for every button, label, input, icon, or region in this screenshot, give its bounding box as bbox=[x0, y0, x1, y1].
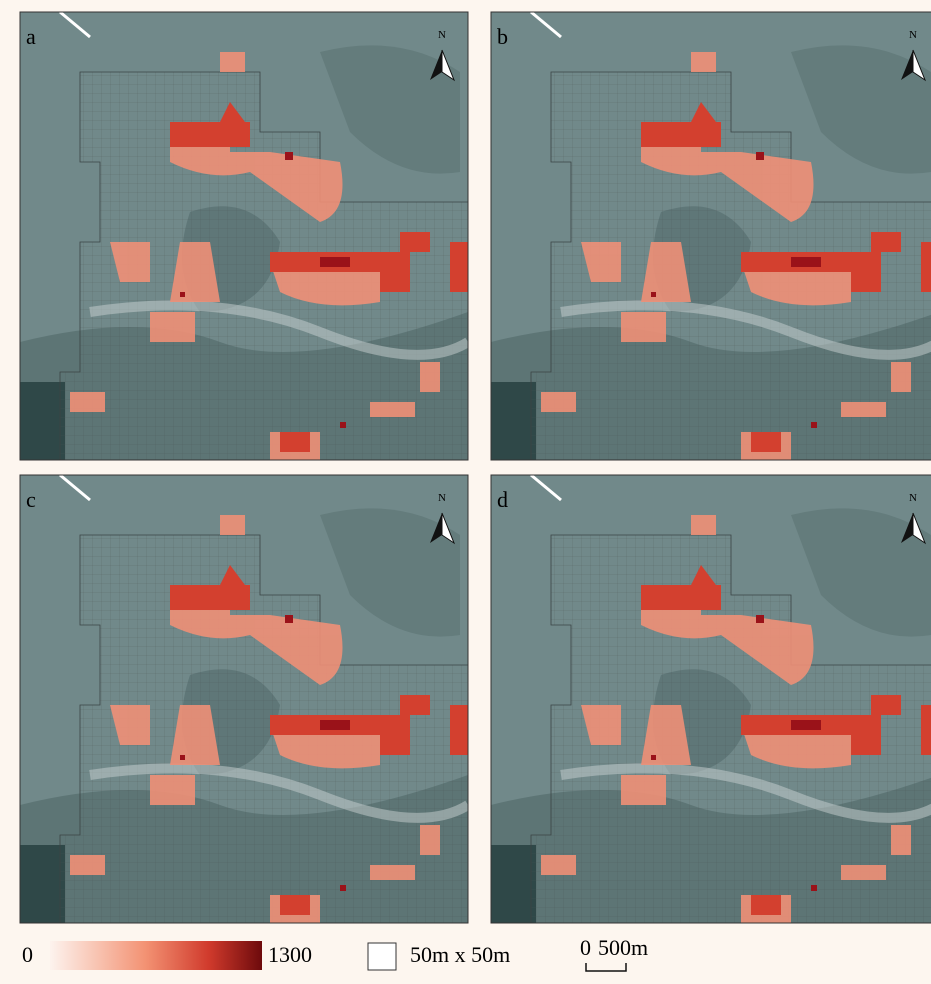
grid-cell-swatch bbox=[368, 943, 396, 970]
map-image bbox=[491, 12, 931, 460]
panel-label: c bbox=[26, 487, 36, 512]
panel-label: b bbox=[497, 24, 508, 49]
map-panel: a N bbox=[20, 12, 468, 460]
panel-label: a bbox=[26, 24, 36, 49]
north-label: N bbox=[438, 29, 446, 41]
map-image bbox=[20, 12, 468, 460]
north-label: N bbox=[438, 492, 446, 504]
colorbar-max: 1300 bbox=[268, 942, 312, 967]
legend: 0 1300 50m x 50m 0 500m bbox=[22, 935, 648, 971]
map-image bbox=[20, 475, 468, 923]
grid-cell-label: 50m x 50m bbox=[410, 942, 510, 967]
colorbar bbox=[50, 941, 262, 970]
figure: a N b N c N d N 0 1300 50m x 50m 0 500m bbox=[0, 0, 931, 984]
north-label: N bbox=[909, 492, 917, 504]
colorbar-min: 0 bbox=[22, 942, 33, 967]
map-panel: b N bbox=[491, 12, 931, 460]
scale-end: 500m bbox=[598, 935, 648, 960]
scale-start: 0 bbox=[580, 935, 591, 960]
panel-label: d bbox=[497, 487, 508, 512]
north-label: N bbox=[909, 29, 917, 41]
map-image bbox=[491, 475, 931, 923]
map-panel: d N bbox=[491, 475, 931, 923]
map-panel: c N bbox=[20, 475, 468, 923]
scale-bar bbox=[586, 963, 626, 971]
